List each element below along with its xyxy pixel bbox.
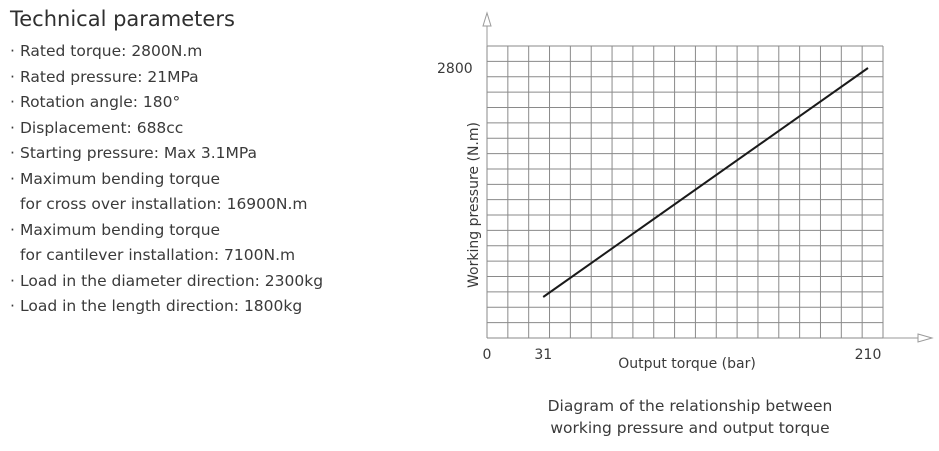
chart-caption-line: working pressure and output torque (550, 419, 830, 437)
bullet-dot-icon: · (10, 220, 15, 239)
x-tick-label: 31 (534, 347, 552, 363)
spec-item: · Maximum bending torque for cross over in… (10, 167, 390, 218)
spec-item: · Rated pressure: 21MPa (10, 65, 390, 91)
spec-text: Maximum bending torque (20, 169, 221, 188)
spec-item: · Rotation angle: 180° (10, 90, 390, 116)
x-tick-label: 210 (855, 347, 882, 363)
technical-parameters-panel: Technical parameters · Rated torque: 2800… (10, 6, 390, 320)
chart-caption: Diagram of the relationship between work… (520, 395, 860, 439)
specs-title: Technical parameters (10, 7, 235, 31)
spec-text: Rated torque: 2800N.m (20, 42, 203, 60)
x-tick-label: 0 (483, 347, 492, 363)
bullet-dot-icon: · (10, 118, 15, 137)
spec-text: Starting pressure: Max 3.1MPa (20, 144, 258, 162)
spec-text: Rated pressure: 21MPa (20, 67, 199, 86)
y-axis-arrow-icon (482, 11, 492, 27)
spec-item: · Maximum bending torque for cantilever in… (10, 218, 390, 269)
spec-list: · Rated torque: 2800N.m · Rated pressure: 2… (10, 39, 390, 320)
x-axis-arrow-icon (917, 333, 934, 343)
bullet-dot-icon: · (10, 297, 15, 315)
spec-text-continuation: for cross over installation: 16900N.m (20, 195, 308, 213)
series-line (542, 67, 869, 298)
y-tick-label: 2800 (437, 61, 473, 77)
bullet-dot-icon: · (10, 144, 15, 162)
spec-text: Maximum bending torque (20, 220, 221, 239)
spec-item: · Starting pressure: Max 3.1MPa (10, 141, 390, 167)
spec-text: Rotation angle: 180° (20, 93, 181, 111)
bullet-dot-icon: · (10, 42, 15, 60)
x-axis-title: Output torque (bar) (618, 356, 756, 372)
bullet-dot-icon: · (10, 271, 15, 290)
bullet-dot-icon: · (10, 169, 15, 188)
spec-item: · Displacement: 688cc (10, 116, 390, 142)
spec-text: Load in the diameter direction: 2300kg (20, 271, 324, 290)
spec-item: · Rated torque: 2800N.m (10, 39, 390, 65)
bullet-dot-icon: · (10, 67, 15, 86)
y-axis-title: Working pressure (N.m) (466, 122, 482, 288)
spec-item: · Load in the length direction: 1800kg (10, 294, 390, 320)
bullet-dot-icon: · (10, 93, 15, 111)
spec-text-continuation: for cantilever installation: 7100N.m (20, 246, 296, 264)
spec-item: · Load in the diameter direction: 2300kg (10, 269, 390, 295)
spec-text: Load in the length direction: 1800kg (20, 297, 303, 315)
chart-caption-line: Diagram of the relationship between (547, 397, 833, 415)
spec-text: Displacement: 688cc (20, 118, 184, 137)
